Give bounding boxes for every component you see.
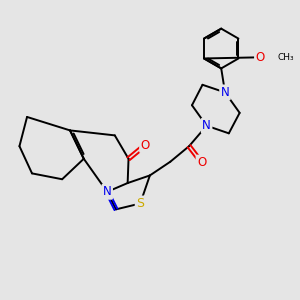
Text: N: N <box>103 185 112 198</box>
Text: O: O <box>256 51 265 64</box>
Text: S: S <box>136 197 144 210</box>
Text: CH₃: CH₃ <box>278 53 294 62</box>
Text: O: O <box>141 139 150 152</box>
Text: N: N <box>220 86 230 99</box>
Text: N: N <box>202 119 211 132</box>
Text: O: O <box>197 156 206 169</box>
